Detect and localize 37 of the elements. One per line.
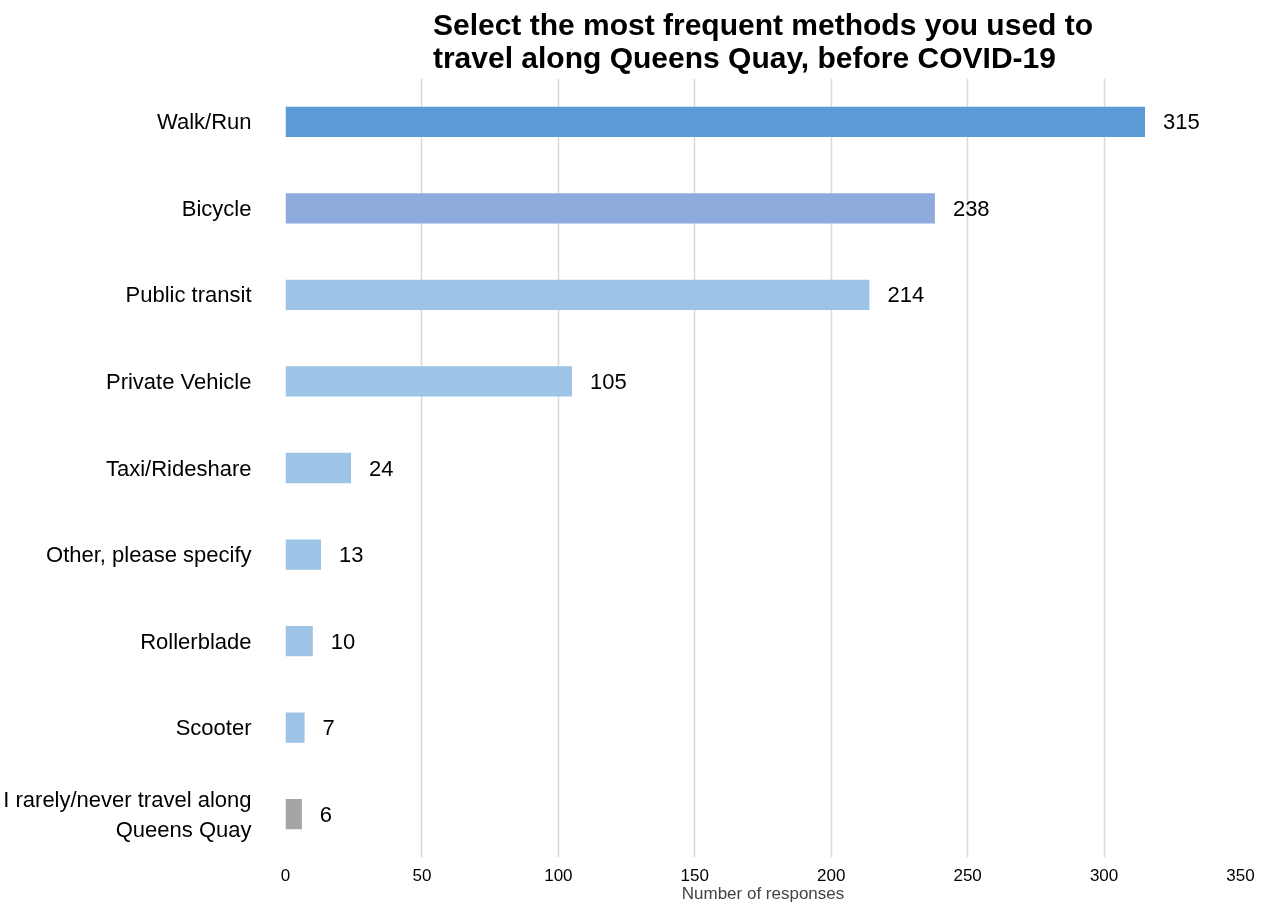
x-tick-label: 0 [280, 865, 291, 885]
x-tick-label: 300 [1089, 865, 1119, 885]
data-label: 315 [1163, 109, 1200, 135]
y-tick-label: Rollerblade [140, 628, 252, 654]
bar [285, 366, 572, 397]
bar [285, 193, 935, 224]
x-tick-label: 250 [953, 865, 982, 885]
bar [285, 625, 313, 657]
x-tick-label: 150 [680, 865, 709, 885]
chart-title: Select the most frequent methods you used to travel along Queens Quay, before COVID-19 [432, 7, 1094, 74]
x-tick-label: 100 [544, 865, 573, 885]
bar [285, 799, 302, 830]
bar [285, 106, 1145, 137]
y-tick-label: Public transit [125, 282, 252, 308]
data-label: 13 [338, 542, 364, 568]
y-tick-label: Taxi/Rideshare [105, 455, 252, 481]
bar [285, 279, 870, 311]
data-label: 6 [319, 801, 333, 827]
data-label: 105 [590, 368, 627, 394]
data-label: 24 [368, 455, 394, 481]
y-tick-label: Walk/Run [156, 109, 252, 135]
x-axis-title: Number of responses [681, 883, 845, 903]
data-label: 7 [322, 715, 335, 741]
bar [285, 539, 321, 570]
y-tick-label: Other, please specify [46, 542, 252, 568]
data-label: 238 [952, 195, 990, 221]
x-tick-label: 350 [1226, 865, 1255, 885]
bar [285, 452, 351, 484]
y-tick-label: I rarely/never travel along Queens Quay [3, 786, 252, 842]
y-tick-label: Scooter [175, 715, 252, 741]
data-label: 214 [887, 282, 925, 308]
data-label: 10 [330, 628, 356, 654]
x-tick-label: 200 [817, 865, 846, 885]
y-tick-label: Bicycle [181, 195, 252, 221]
bar [285, 712, 305, 743]
y-tick-label: Private Vehicle [105, 368, 252, 394]
x-tick-label: 50 [412, 865, 432, 885]
